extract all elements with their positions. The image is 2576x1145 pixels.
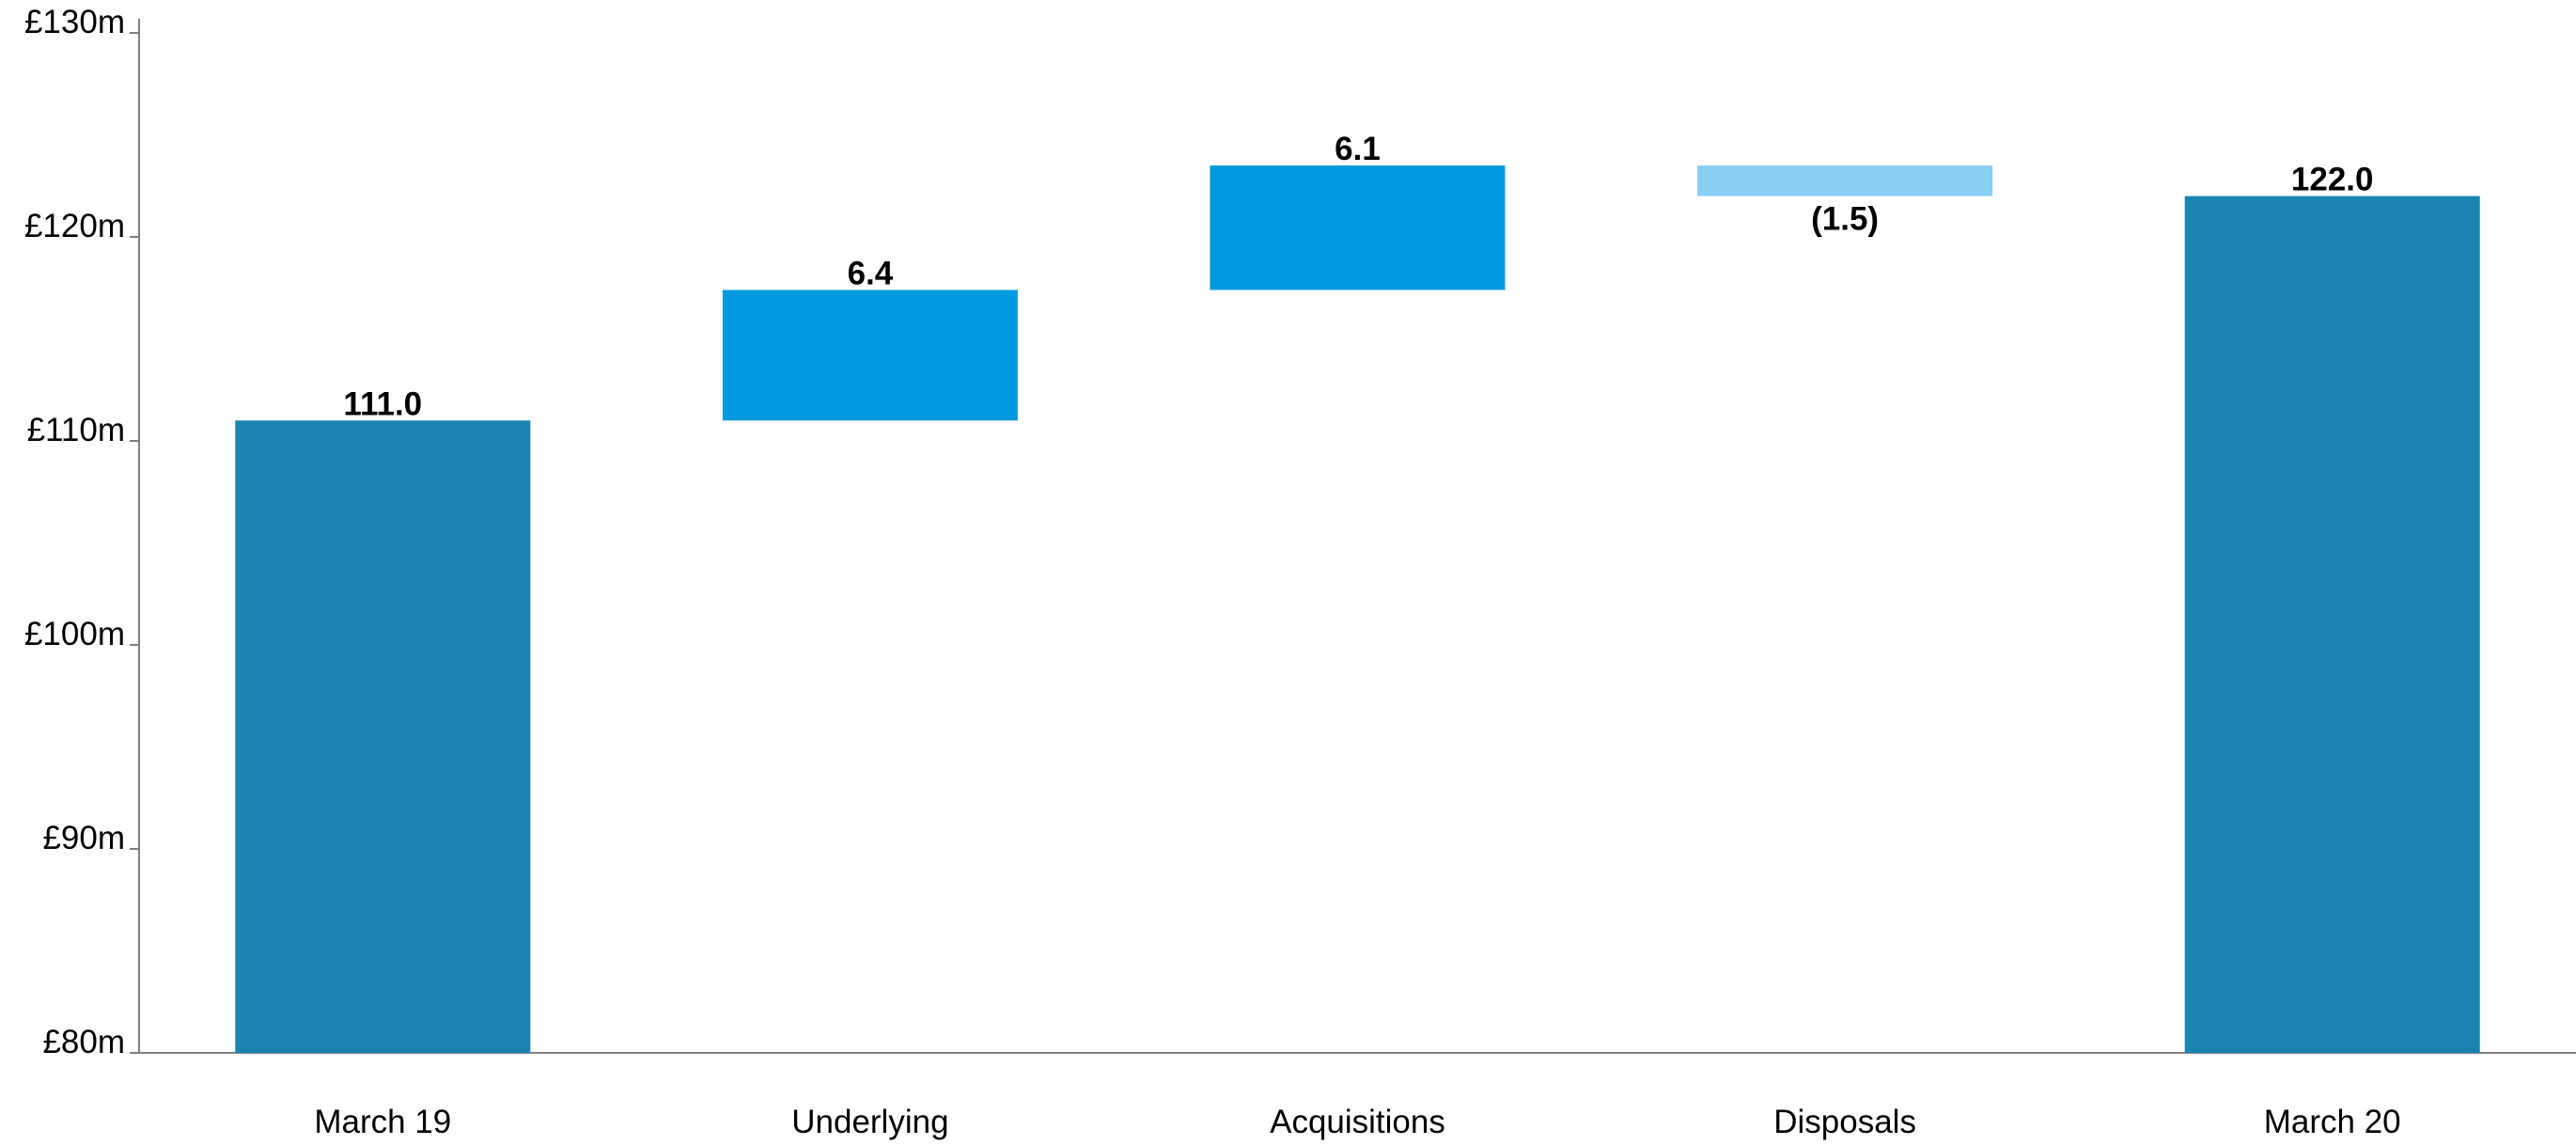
y-tick-label: £120m [24, 208, 125, 244]
x-tick-label: Disposals [1773, 1104, 1916, 1140]
bars-layer [235, 165, 2480, 1054]
data-label: 111.0 [343, 385, 422, 422]
bar-march-20 [2184, 196, 2480, 1054]
y-tick-label: £80m [42, 1024, 125, 1060]
x-tick-label: March 19 [314, 1104, 451, 1140]
data-label: 6.1 [1335, 131, 1381, 167]
bar-disposals [1697, 165, 1993, 196]
x-tick-label: March 20 [2264, 1104, 2401, 1140]
data-label: 122.0 [2291, 162, 2374, 198]
data-label: (1.5) [1811, 201, 1879, 238]
y-tick-label: £130m [24, 4, 125, 40]
bar-underlying [722, 290, 1018, 421]
y-tick-label: £110m [27, 412, 125, 448]
axis-layer: £80m £90m £100m £110m £120m £130m [24, 4, 2576, 1060]
bar-march-19 [235, 420, 531, 1053]
x-tick-label: Acquisitions [1270, 1104, 1445, 1140]
labels-layer: 111.0 March 19 6.4 Underlying 6.1 Acquisition… [314, 131, 2400, 1140]
bar-acquisitions [1210, 165, 1506, 290]
x-tick-label: Underlying [791, 1104, 948, 1140]
y-tick-label: £100m [24, 616, 125, 652]
y-tick-label: £90m [42, 820, 125, 856]
data-label: 6.4 [848, 255, 894, 291]
